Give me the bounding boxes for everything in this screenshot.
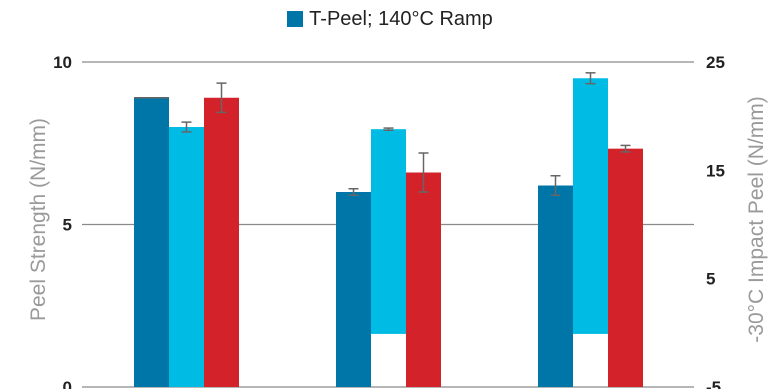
right-axis-title: -30°C Impact Peel (N/mm) <box>745 96 768 342</box>
bar <box>573 78 608 334</box>
bar <box>538 185 573 387</box>
bar <box>406 172 441 387</box>
bar <box>608 148 643 387</box>
right-tick-label: -5 <box>706 378 721 389</box>
left-tick-label: 0 <box>63 378 72 389</box>
legend-swatch <box>287 11 304 27</box>
bar <box>134 97 169 387</box>
right-tick-label: 15 <box>706 161 725 180</box>
bar <box>169 127 204 387</box>
left-axis-title: Peel Strength (N/mm) <box>27 118 50 321</box>
right-tick-label: 25 <box>706 53 725 72</box>
legend: T-Peel; 140°C Ramp <box>0 8 780 31</box>
bar <box>371 129 406 334</box>
right-tick-label: 5 <box>706 270 715 289</box>
left-tick-label: 10 <box>53 53 72 72</box>
legend-label: T-Peel; 140°C Ramp <box>309 8 493 30</box>
bar <box>336 192 371 387</box>
bar <box>204 97 239 387</box>
left-tick-label: 5 <box>63 216 72 235</box>
